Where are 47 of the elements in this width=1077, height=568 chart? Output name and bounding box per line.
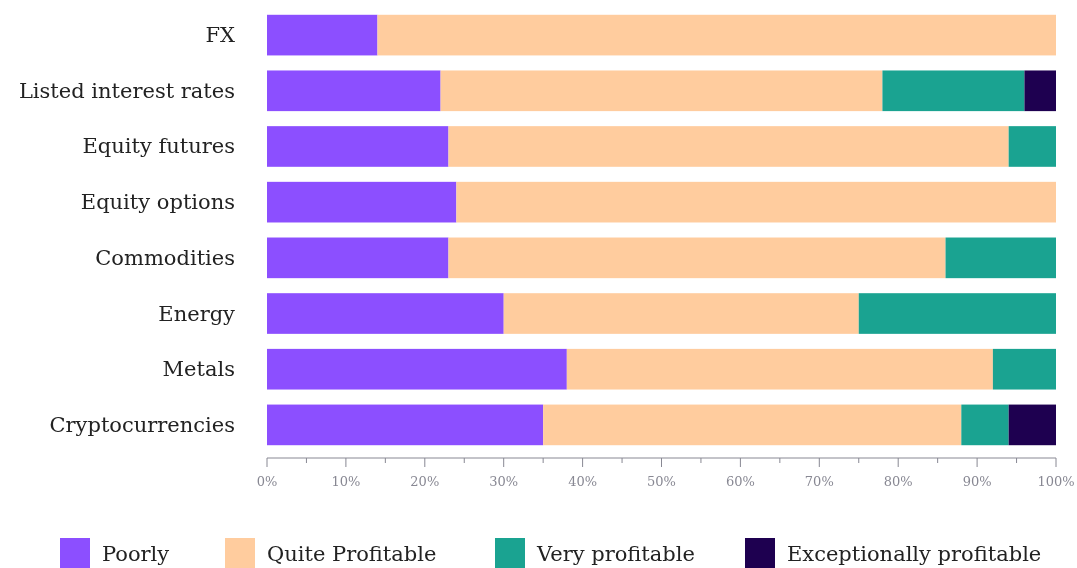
x-tick-label: 30% xyxy=(489,474,519,489)
bar xyxy=(448,237,946,279)
x-tick-label: 70% xyxy=(804,474,834,489)
bar xyxy=(377,14,1056,56)
legend-label: Exceptionally profitable xyxy=(787,542,1042,566)
bar xyxy=(1024,70,1056,112)
bar xyxy=(267,70,441,112)
x-tick-label: 20% xyxy=(410,474,440,489)
y-tick-label: Commodities xyxy=(95,245,235,270)
y-tick-label: Equity futures xyxy=(82,134,235,159)
bar xyxy=(945,237,1056,279)
x-tick-label: 40% xyxy=(568,474,598,489)
y-tick-label: Energy xyxy=(158,301,236,326)
x-tick-label: 100% xyxy=(1037,474,1075,489)
bar xyxy=(1008,404,1056,446)
bar xyxy=(267,404,544,446)
y-tick-label: Cryptocurrencies xyxy=(49,412,235,437)
bar xyxy=(566,348,993,390)
x-tick-label: 60% xyxy=(725,474,755,489)
bar xyxy=(882,70,1025,112)
x-tick-label: 90% xyxy=(962,474,992,489)
legend-label: Poorly xyxy=(102,542,170,566)
x-tick-label: 10% xyxy=(331,474,361,489)
y-tick-label: Equity options xyxy=(80,190,235,215)
bar xyxy=(992,348,1056,390)
bar xyxy=(267,126,449,167)
bar xyxy=(440,70,883,112)
x-tick-label: 50% xyxy=(647,474,676,489)
x-tick-label: 0% xyxy=(256,474,278,489)
bar xyxy=(1008,126,1056,167)
bar xyxy=(448,126,1009,167)
bar xyxy=(456,181,1056,223)
x-tick-label: 80% xyxy=(883,474,913,489)
bar xyxy=(267,348,567,390)
bar xyxy=(267,237,449,279)
bar xyxy=(503,293,859,334)
y-tick-label: FX xyxy=(205,23,236,48)
bar xyxy=(961,404,1009,446)
bar xyxy=(267,293,504,334)
y-tick-label: Metals xyxy=(162,357,235,382)
bar xyxy=(858,293,1056,334)
bar xyxy=(267,181,457,223)
bar xyxy=(267,14,378,56)
bar xyxy=(543,404,962,446)
legend-label: Quite Profitable xyxy=(267,542,437,566)
y-tick-label: Listed interest rates xyxy=(18,78,235,103)
legend-label: Very profitable xyxy=(536,542,695,566)
